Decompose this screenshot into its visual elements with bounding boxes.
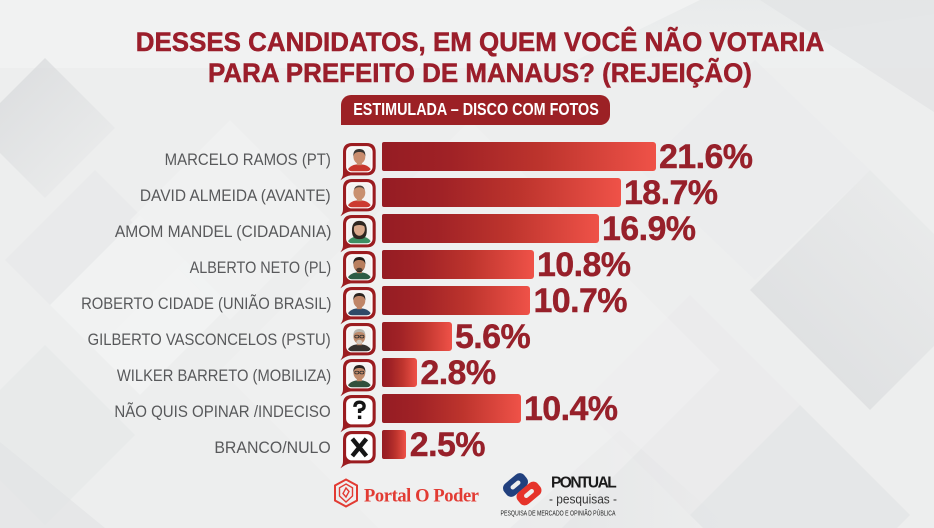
svg-text:- pesquisas -: - pesquisas - — [549, 492, 617, 507]
svg-text:PESQUISA DE MERCADO E OPINIÃO: PESQUISA DE MERCADO E OPINIÃO PÚBLICA — [501, 509, 616, 518]
svg-text:PONTUAL: PONTUAL — [551, 475, 617, 492]
svg-text:Portal O Poder: Portal O Poder — [364, 487, 479, 507]
